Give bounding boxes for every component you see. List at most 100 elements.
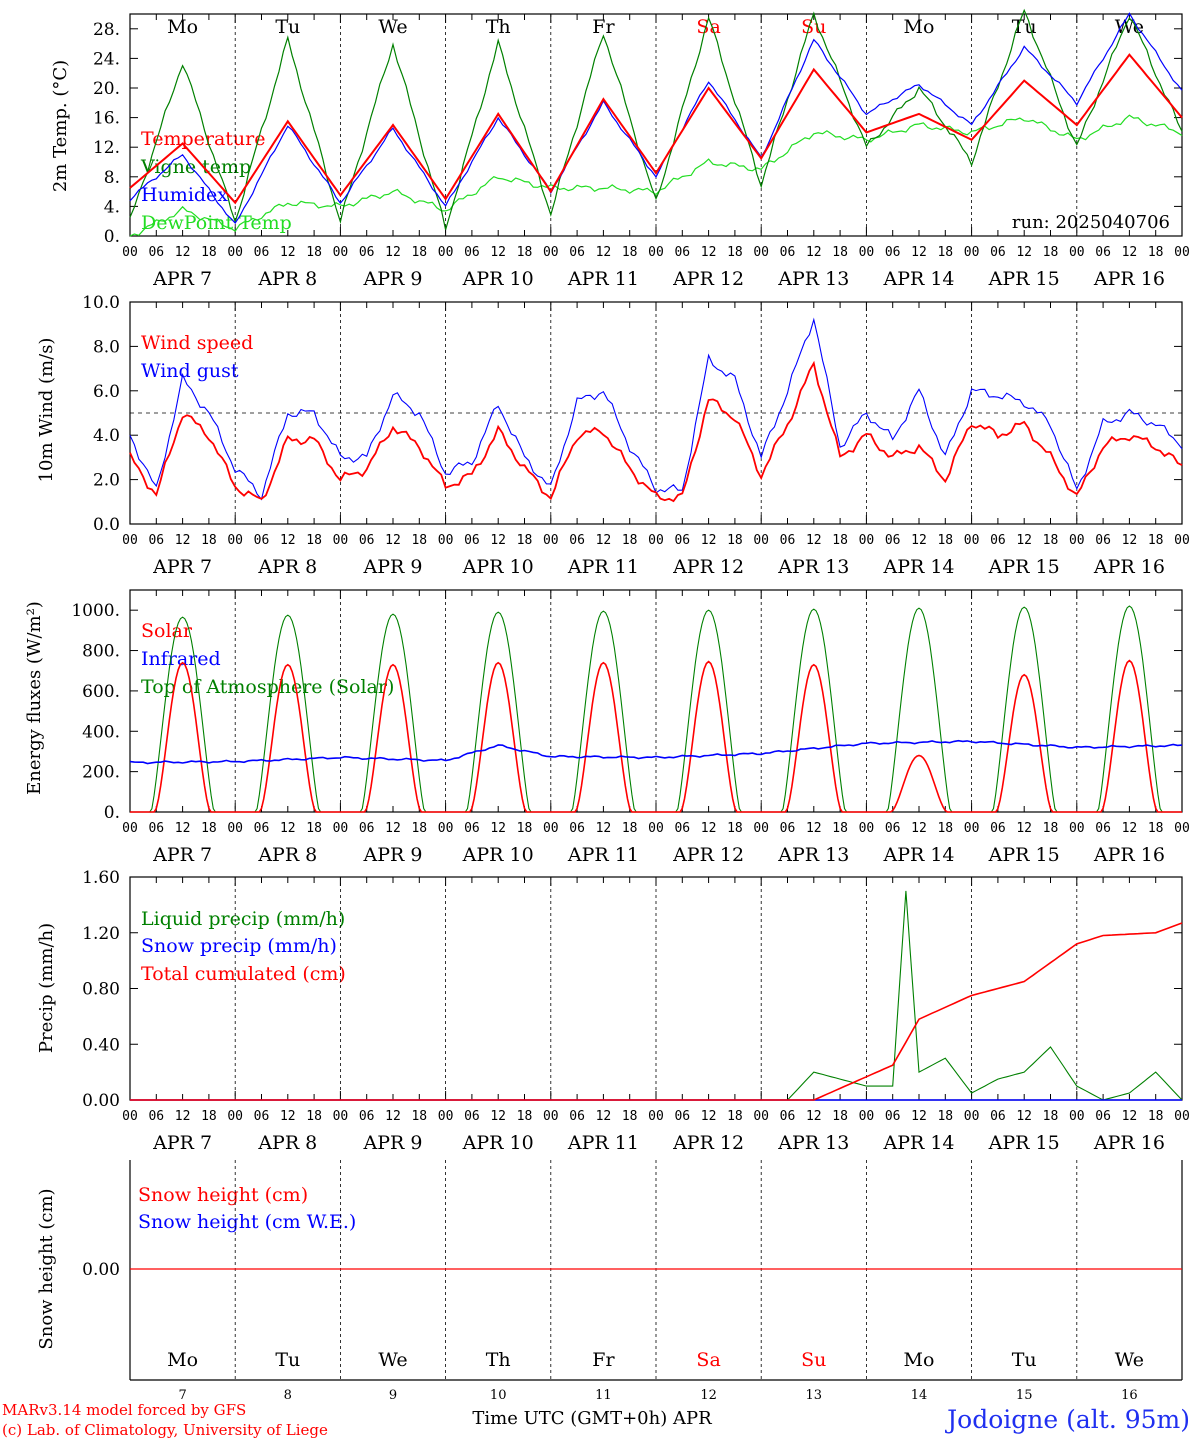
hour-tick-label: 18 [937, 1109, 953, 1124]
hour-tick-label: 00 [859, 1109, 875, 1124]
y-tick-label: 4. [104, 197, 120, 217]
hour-tick-label: 12 [596, 821, 612, 836]
hour-tick-label: 12 [385, 245, 401, 260]
hour-tick-label: 06 [464, 533, 480, 548]
hour-tick-label: 00 [1174, 821, 1190, 836]
panel-frame-5 [129, 1160, 1183, 1381]
panel-snow: Snow height (cm) Snow height (cm) Snow h… [36, 1184, 356, 1350]
date-label: APR 15 [988, 1132, 1060, 1154]
series-solar [130, 659, 1182, 813]
hour-tick-label: 12 [1016, 245, 1032, 260]
y-tick-label: 8. [104, 168, 120, 188]
hour-tick-label: 12 [490, 245, 506, 260]
hour-tick-label: 12 [385, 1109, 401, 1124]
ylabel-temperature: 2m Temp. (°C) [50, 60, 71, 192]
date-label: APR 12 [672, 268, 744, 290]
hour-tick-label: 12 [911, 533, 927, 548]
hour-tick-label: 12 [596, 533, 612, 548]
day-number-label: 11 [595, 1388, 612, 1403]
panel-energy: Energy fluxes (W/m²) Solar Infrared Top … [24, 601, 394, 795]
day-name-bottom: Th [486, 1349, 511, 1371]
hour-tick-label: 12 [490, 533, 506, 548]
panel-wind: 10m Wind (m/s) Wind speed Wind gust [36, 332, 253, 482]
date-label: APR 14 [882, 844, 954, 866]
run-label: run: 2025040706 [1012, 212, 1170, 233]
panel-temperature: 2m Temp. (°C) Temperature Vigne temp Hum… [50, 60, 1170, 234]
hour-tick-label: 06 [1095, 821, 1111, 836]
hour-tick-label: 12 [1122, 821, 1138, 836]
x-axis-labels-1: 00 06 12 18 00 06 12 18 00 06 12 18 00 06 12 18 00 06 12 18… [122, 245, 1190, 290]
hour-tick-label: 06 [148, 533, 164, 548]
hour-tick-label: 06 [780, 533, 796, 548]
day-name-bottom: Tu [1012, 1349, 1037, 1371]
hour-tick-label: 18 [201, 821, 217, 836]
hour-tick-label: 18 [306, 245, 322, 260]
y-tick-label: 8.0 [93, 337, 120, 357]
hour-tick-label: 06 [148, 1109, 164, 1124]
hour-tick-label: 00 [753, 821, 769, 836]
series-infrared [129, 739, 1183, 765]
date-label: APR 16 [1093, 844, 1165, 866]
hour-tick-label: 12 [385, 821, 401, 836]
panel-precip: Precip (mm/h) Liquid precip (mm/h) Snow … [36, 908, 346, 1053]
day-number-label: 10 [490, 1388, 507, 1403]
hour-tick-label: 00 [648, 1109, 664, 1124]
day-name-top: Fr [592, 16, 615, 38]
date-label: APR 10 [462, 844, 534, 866]
hour-tick-label: 06 [359, 533, 375, 548]
hour-tick-label: 12 [1016, 821, 1032, 836]
hour-tick-label: 18 [1043, 245, 1059, 260]
day-name-bottom: We [378, 1349, 407, 1371]
day-name-top: Mo [167, 16, 198, 38]
day-name-bottom: We [1115, 1349, 1144, 1371]
hour-tick-label: 06 [780, 821, 796, 836]
y-tick-label: 0.80 [82, 980, 120, 1000]
x-axis-labels-3: 00 06 12 18 00 06 12 18 00 06 12 18 00 06 12 18 00 06 12 18… [122, 821, 1190, 866]
panel-frame-2 [129, 301, 1183, 525]
hour-tick-label: 00 [227, 1109, 243, 1124]
hour-tick-label: 06 [990, 245, 1006, 260]
date-label: APR 8 [257, 844, 317, 866]
hour-tick-label: 00 [753, 533, 769, 548]
hour-tick-label: 00 [753, 1109, 769, 1124]
hour-tick-label: 00 [543, 245, 559, 260]
date-label: APR 9 [363, 1132, 423, 1154]
hour-tick-label: 18 [937, 821, 953, 836]
hour-tick-label: 18 [201, 245, 217, 260]
day-number-label: 12 [700, 1388, 717, 1403]
hour-tick-label: 12 [806, 821, 822, 836]
hour-tick-label: 12 [911, 821, 927, 836]
hour-tick-label: 06 [254, 245, 270, 260]
day-name-top: Tu [1012, 16, 1037, 38]
date-label: APR 9 [363, 556, 423, 578]
hour-tick-label: 18 [411, 1109, 427, 1124]
hour-tick-label: 12 [1122, 533, 1138, 548]
hour-tick-label: 18 [1148, 245, 1164, 260]
hour-tick-label: 06 [990, 1109, 1006, 1124]
y-tick-label: 2.0 [93, 471, 120, 491]
day-name-bottom: Su [801, 1349, 826, 1371]
hour-tick-label: 18 [411, 821, 427, 836]
hour-tick-label: 12 [596, 245, 612, 260]
hour-tick-label: 12 [280, 245, 296, 260]
hour-tick-label: 00 [648, 821, 664, 836]
y-tick-label: 1000. [71, 601, 120, 621]
date-label: APR 13 [777, 844, 849, 866]
hour-tick-label: 18 [517, 533, 533, 548]
date-label: APR 10 [462, 1132, 534, 1154]
hour-tick-label: 00 [859, 533, 875, 548]
y-tick-label: 28. [93, 20, 120, 40]
hour-tick-label: 18 [1148, 821, 1164, 836]
hour-tick-label: 18 [517, 245, 533, 260]
date-label: APR 11 [567, 1132, 639, 1154]
date-label: APR 14 [882, 268, 954, 290]
hour-tick-label: 00 [1174, 1109, 1190, 1124]
hour-tick-label: 18 [622, 1109, 638, 1124]
hour-tick-label: 12 [280, 533, 296, 548]
date-label: APR 7 [152, 844, 212, 866]
legend-wind-speed: Wind speed [141, 332, 253, 354]
hour-tick-label: 00 [648, 533, 664, 548]
y-tick-label: 10.0 [82, 293, 120, 313]
series-vigne-temp [129, 8, 1183, 230]
legend-total-cumulated: Total cumulated (cm) [141, 963, 346, 985]
